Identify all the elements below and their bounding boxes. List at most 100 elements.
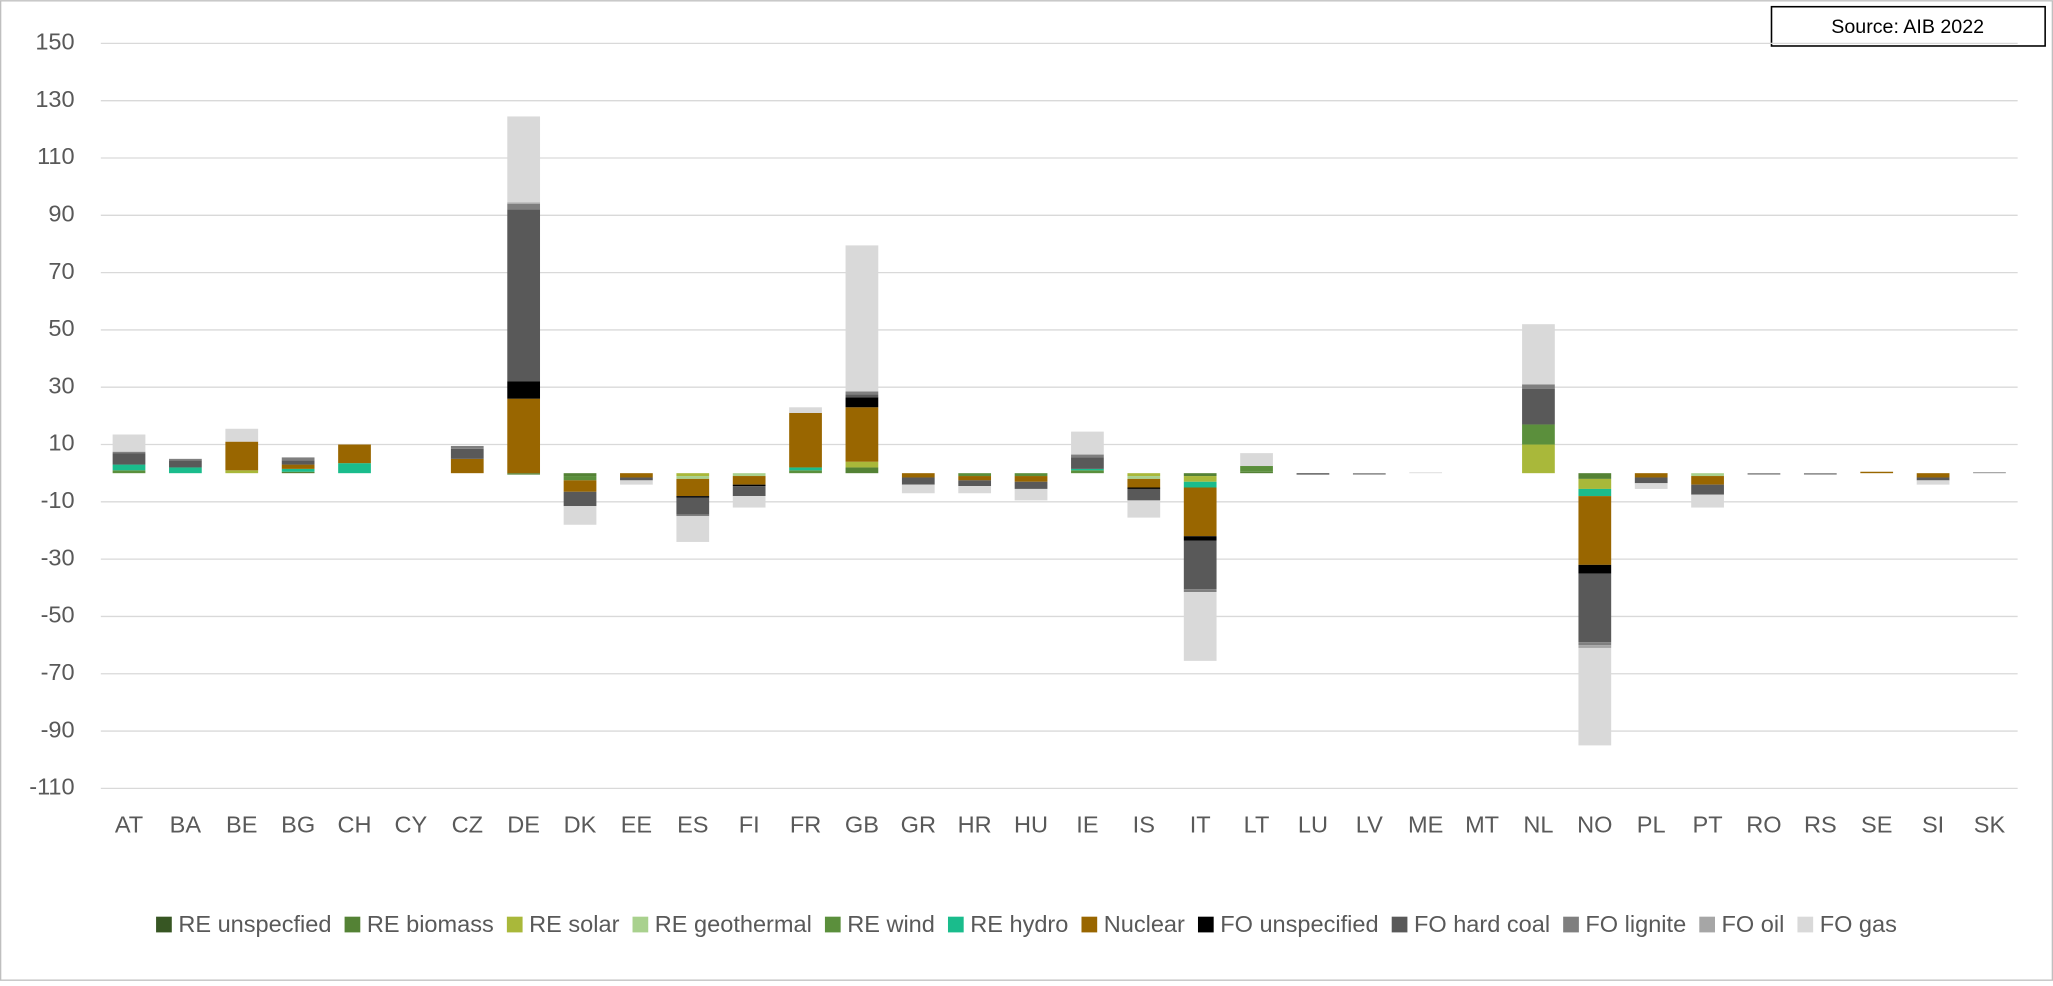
bar-segment xyxy=(676,497,710,515)
bar-segment xyxy=(1127,473,1161,477)
x-tick-label: ES xyxy=(677,812,708,838)
bar-segment xyxy=(563,506,597,525)
x-tick-label: LT xyxy=(1244,812,1270,838)
x-tick-label: GB xyxy=(845,812,879,838)
bar-segment xyxy=(1522,384,1555,389)
bar-segment xyxy=(901,477,935,485)
bar-segment xyxy=(1578,473,1612,479)
x-tick-label: FR xyxy=(790,812,821,838)
bar-segment xyxy=(507,116,541,203)
bar-segment xyxy=(1916,473,1950,478)
y-tick-label: 110 xyxy=(37,143,75,169)
bar-segment xyxy=(1183,487,1217,537)
legend-label: RE unspecfied xyxy=(178,911,331,937)
bar-segment xyxy=(789,467,822,471)
bar-segment xyxy=(1578,496,1612,565)
bar-segment xyxy=(112,464,146,471)
x-tick-label: NO xyxy=(1577,812,1612,838)
bar-segment xyxy=(507,209,541,382)
y-tick-label: 90 xyxy=(48,201,74,227)
bar-segment xyxy=(507,203,541,210)
y-tick-label: 130 xyxy=(35,86,74,112)
bar-segment xyxy=(732,496,766,508)
bar-segment xyxy=(1240,466,1273,472)
bar-segment xyxy=(225,441,259,471)
bar-segment xyxy=(1522,444,1555,474)
bar-segment xyxy=(1071,470,1104,474)
legend-swatch xyxy=(344,916,361,933)
bar-segment xyxy=(1803,473,1837,475)
bar-segment xyxy=(112,453,146,465)
legend-label: RE solar xyxy=(529,911,619,937)
bar-segment xyxy=(676,496,710,498)
y-tick-label: -50 xyxy=(41,602,75,628)
bar-segment xyxy=(112,434,146,452)
x-tick-label: CY xyxy=(395,812,428,838)
x-tick-label: ME xyxy=(1408,812,1443,838)
x-tick-label: CH xyxy=(338,812,372,838)
legend-swatch xyxy=(156,916,172,933)
bar-segment xyxy=(507,202,541,204)
legend-label: RE geothermal xyxy=(655,911,812,937)
bar-segment xyxy=(1127,478,1161,488)
bar-segment xyxy=(1973,472,2006,474)
bar-segment xyxy=(169,467,202,474)
bar-segment xyxy=(620,473,653,478)
bar-segment xyxy=(1522,424,1555,445)
bar-segment xyxy=(845,407,879,462)
bar-segment xyxy=(958,486,992,494)
bar-segment xyxy=(450,448,484,459)
bar-segment xyxy=(676,516,710,542)
bar-segment xyxy=(732,473,766,477)
legend-swatch xyxy=(1081,916,1098,933)
x-tick-label: FI xyxy=(739,812,760,838)
y-tick-label: 50 xyxy=(48,315,74,341)
y-tick-label: 30 xyxy=(48,372,74,398)
bar-segment xyxy=(1127,487,1161,489)
bar-segment xyxy=(1634,477,1668,484)
bar-segment xyxy=(1183,473,1217,477)
bar-segment xyxy=(1352,473,1386,475)
bar-segment xyxy=(676,514,710,517)
bar-segment xyxy=(1240,453,1273,467)
x-tick-label: LV xyxy=(1356,812,1383,838)
bar-segment xyxy=(1747,473,1781,475)
bar-segment xyxy=(1522,388,1555,425)
y-tick-label: 70 xyxy=(48,258,74,284)
bar-segment xyxy=(901,473,935,478)
x-tick-label: SE xyxy=(1861,812,1892,838)
y-tick-label: -70 xyxy=(41,659,75,685)
x-tick-label: IT xyxy=(1190,812,1211,838)
bar-segment xyxy=(845,245,879,392)
bar-segment xyxy=(1071,457,1104,469)
bar-segment xyxy=(1578,642,1612,646)
bar-segment xyxy=(620,477,653,481)
bar-segment xyxy=(450,445,484,449)
bar-segment xyxy=(620,480,653,485)
bar-segment xyxy=(1578,647,1612,746)
x-tick-label: IE xyxy=(1076,812,1098,838)
bar-segment xyxy=(732,484,766,487)
bar-segment xyxy=(1409,472,1443,474)
y-tick-label: -90 xyxy=(41,716,75,742)
bar-segment xyxy=(845,394,879,398)
bar-segment xyxy=(789,413,822,468)
bar-segment xyxy=(225,470,259,474)
legend-label: RE biomass xyxy=(367,911,494,937)
x-tick-label: HU xyxy=(1014,812,1048,838)
legend-swatch xyxy=(1197,916,1214,933)
bar-segment xyxy=(1014,476,1048,482)
bar-segment xyxy=(958,480,992,487)
x-tick-label: HR xyxy=(958,812,992,838)
bar-segment xyxy=(1691,484,1724,495)
bar-segment xyxy=(958,473,992,477)
bar-segment xyxy=(281,457,315,461)
bar-segment xyxy=(789,470,822,474)
x-tick-label: DK xyxy=(564,812,597,838)
bar-segment xyxy=(1127,500,1161,518)
y-tick-label: -10 xyxy=(41,487,75,513)
bar-segment xyxy=(676,478,710,497)
y-tick-label: 150 xyxy=(35,29,74,55)
legend-label: FO hard coal xyxy=(1414,911,1550,937)
